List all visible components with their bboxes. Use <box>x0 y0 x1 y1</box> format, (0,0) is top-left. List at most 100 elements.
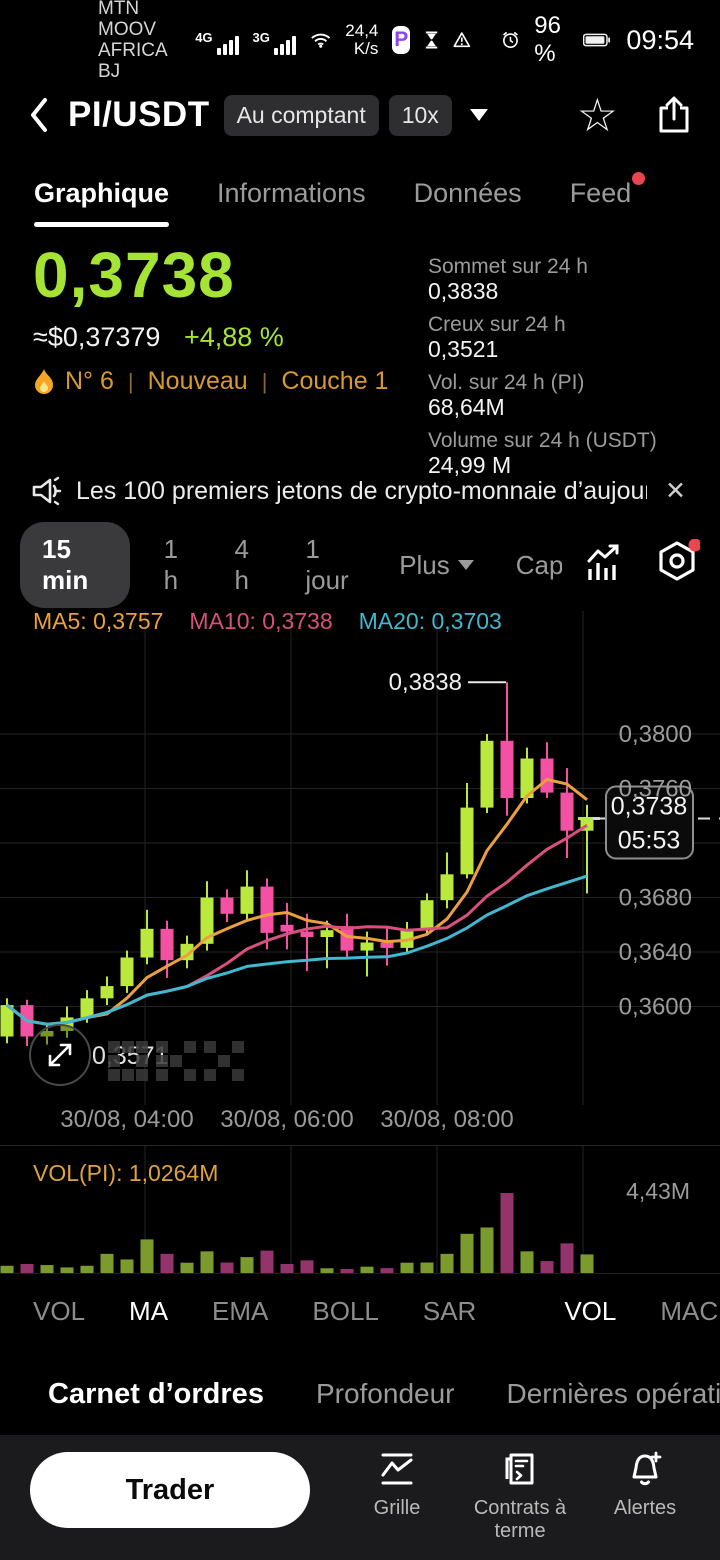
tab-feed[interactable]: Feed <box>570 156 646 230</box>
y-axis-label: 0,3800 <box>619 721 692 748</box>
okx-watermark <box>136 1041 148 1053</box>
carrier-line2: MOOV AFRICA BJ <box>98 19 167 82</box>
signal-4g-icon: 4G <box>195 26 239 55</box>
fiat-price: ≈$0,37379 <box>33 322 161 352</box>
volume-bar <box>220 1262 234 1273</box>
cap-label[interactable]: Cap. <box>515 549 562 580</box>
stats-24h: Sommet sur 24 h 0,3838 Creux sur 24 h 0,35… <box>428 255 710 487</box>
megaphone-icon <box>32 476 62 506</box>
volume-bar <box>500 1193 514 1273</box>
futures-icon <box>505 1453 534 1485</box>
tab-informations[interactable]: Informations <box>217 177 366 208</box>
indicator-macd[interactable]: MACD <box>660 1295 720 1326</box>
volume-bar <box>440 1253 454 1273</box>
indicator-sub-vol[interactable]: VOL <box>564 1295 617 1326</box>
leverage-badge[interactable]: 10x <box>388 94 452 136</box>
indicator-vol[interactable]: VOL <box>33 1295 86 1326</box>
volume-bar <box>420 1262 434 1273</box>
tag-couche: Couche 1 <box>281 367 389 395</box>
p-app-icon: P <box>392 26 411 54</box>
ma-legend: MA5: 0,3757 MA10: 0,3738 MA20: 0,3703 <box>33 608 502 635</box>
announcement-bar[interactable]: Les 100 premiers jetons de crypto-monnai… <box>0 461 720 521</box>
futures-button[interactable]: Contrats à terme <box>455 1449 585 1543</box>
share-icon[interactable] <box>656 95 692 135</box>
header: PI/USDT Au comptant 10x ☆ <box>0 74 720 156</box>
candle-body <box>260 886 274 933</box>
expand-arrows-icon <box>48 1043 72 1067</box>
y-axis-label: 0,3680 <box>619 885 692 912</box>
indicator-sar[interactable]: SAR <box>422 1295 477 1326</box>
timeframe-bar: 15 min 1 h 4 h 1 jour Plus Cap. <box>0 522 720 608</box>
trade-button[interactable]: Trader <box>30 1452 310 1528</box>
carrier-line1: MTN <box>98 0 140 19</box>
volume-bar <box>160 1253 174 1273</box>
volume-label: VOL(PI): 1,0264M <box>33 1160 219 1186</box>
candle-body <box>140 928 154 958</box>
indicator-ma[interactable]: MA <box>129 1295 169 1326</box>
stat-vol-base: Vol. sur 24 h (PI) 68,64M <box>428 371 585 420</box>
time-axis: 30/08, 04:00 30/08, 06:00 30/08, 08:00 <box>0 1106 720 1144</box>
chart-settings-icon[interactable] <box>654 538 702 592</box>
tab-carnet-ordres[interactable]: Carnet d’ordres <box>48 1377 264 1410</box>
okx-watermark <box>156 1069 168 1081</box>
candlestick-chart[interactable]: 0,3838 0,3738 05:53 0,3800 0,3760 0,3680 0,364… <box>0 603 720 1105</box>
candle-body <box>80 998 94 1018</box>
volume-bar <box>580 1254 594 1273</box>
volume-bar <box>240 1257 254 1273</box>
feed-notification-dot <box>632 172 646 185</box>
y-axis-label: 0,3760 <box>619 776 692 803</box>
favorite-star-icon[interactable]: ☆ <box>576 89 618 141</box>
indicator-ema[interactable]: EMA <box>212 1295 269 1326</box>
volume-bar <box>360 1266 374 1273</box>
indicator-boll[interactable]: BOLL <box>312 1295 379 1326</box>
timeframe-4h[interactable]: 4 h <box>234 534 249 595</box>
signal-3g-icon: 3G <box>253 26 296 55</box>
candle-body <box>520 758 534 798</box>
token-tags[interactable]: N° 6 | Nouveau | Couche 1 <box>33 367 423 396</box>
indicator-chart-icon[interactable] <box>584 543 624 588</box>
volume-bar <box>340 1269 354 1273</box>
market-type-badge: Au comptant <box>223 94 379 136</box>
candle-body <box>360 942 374 951</box>
close-icon[interactable]: ✕ <box>665 477 686 505</box>
volume-bar <box>540 1261 554 1273</box>
okx-watermark <box>122 1041 134 1053</box>
tag-nouveau: Nouveau <box>147 367 248 395</box>
alerts-button[interactable]: Alertes <box>580 1449 710 1520</box>
price-change: +4,88 % <box>183 322 284 352</box>
okx-watermark <box>108 1069 120 1081</box>
back-icon[interactable] <box>28 96 50 134</box>
volume-bar <box>560 1243 574 1273</box>
stat-vol-quote: Volume sur 24 h (USDT) 24,99 M <box>428 429 657 478</box>
volume-pane[interactable] <box>0 1145 720 1276</box>
candle-body <box>340 926 354 951</box>
pair-title: PI/USDT <box>68 95 210 134</box>
okx-watermark <box>108 1041 120 1053</box>
timeframe-1jour[interactable]: 1 jour <box>305 534 349 595</box>
warning-icon <box>453 32 471 48</box>
volume-bar <box>120 1259 134 1273</box>
clock: 09:54 <box>626 24 694 55</box>
volume-bar <box>80 1265 94 1273</box>
volume-bar <box>200 1251 214 1273</box>
tab-profondeur[interactable]: Profondeur <box>315 1378 455 1409</box>
timeframe-15min[interactable]: 15 min <box>20 522 130 608</box>
pair-selector-icon[interactable] <box>469 109 488 121</box>
alerts-bell-icon <box>632 1451 662 1486</box>
tab-donnees[interactable]: Données <box>413 177 522 208</box>
grid-bot-button[interactable]: Grille <box>332 1449 462 1520</box>
countdown: 05:53 <box>618 827 681 855</box>
timeframe-1h[interactable]: 1 h <box>163 534 179 595</box>
hourglass-icon <box>425 31 438 49</box>
rank-label: N° 6 <box>65 367 114 395</box>
page-tabs: Graphique Informations Données Feed <box>0 156 720 230</box>
tab-dernieres-operations[interactable]: Dernières opérati <box>506 1378 720 1409</box>
candle-body <box>560 792 574 831</box>
volume-bar <box>320 1268 334 1273</box>
announcement-text[interactable]: Les 100 premiers jetons de crypto-monnai… <box>76 476 648 505</box>
timeframe-more[interactable]: Plus <box>399 550 474 581</box>
okx-watermark <box>136 1055 148 1067</box>
y-axis-label: 0,3640 <box>619 939 692 966</box>
tab-graphique[interactable]: Graphique <box>34 156 170 230</box>
candle-body <box>100 986 114 999</box>
